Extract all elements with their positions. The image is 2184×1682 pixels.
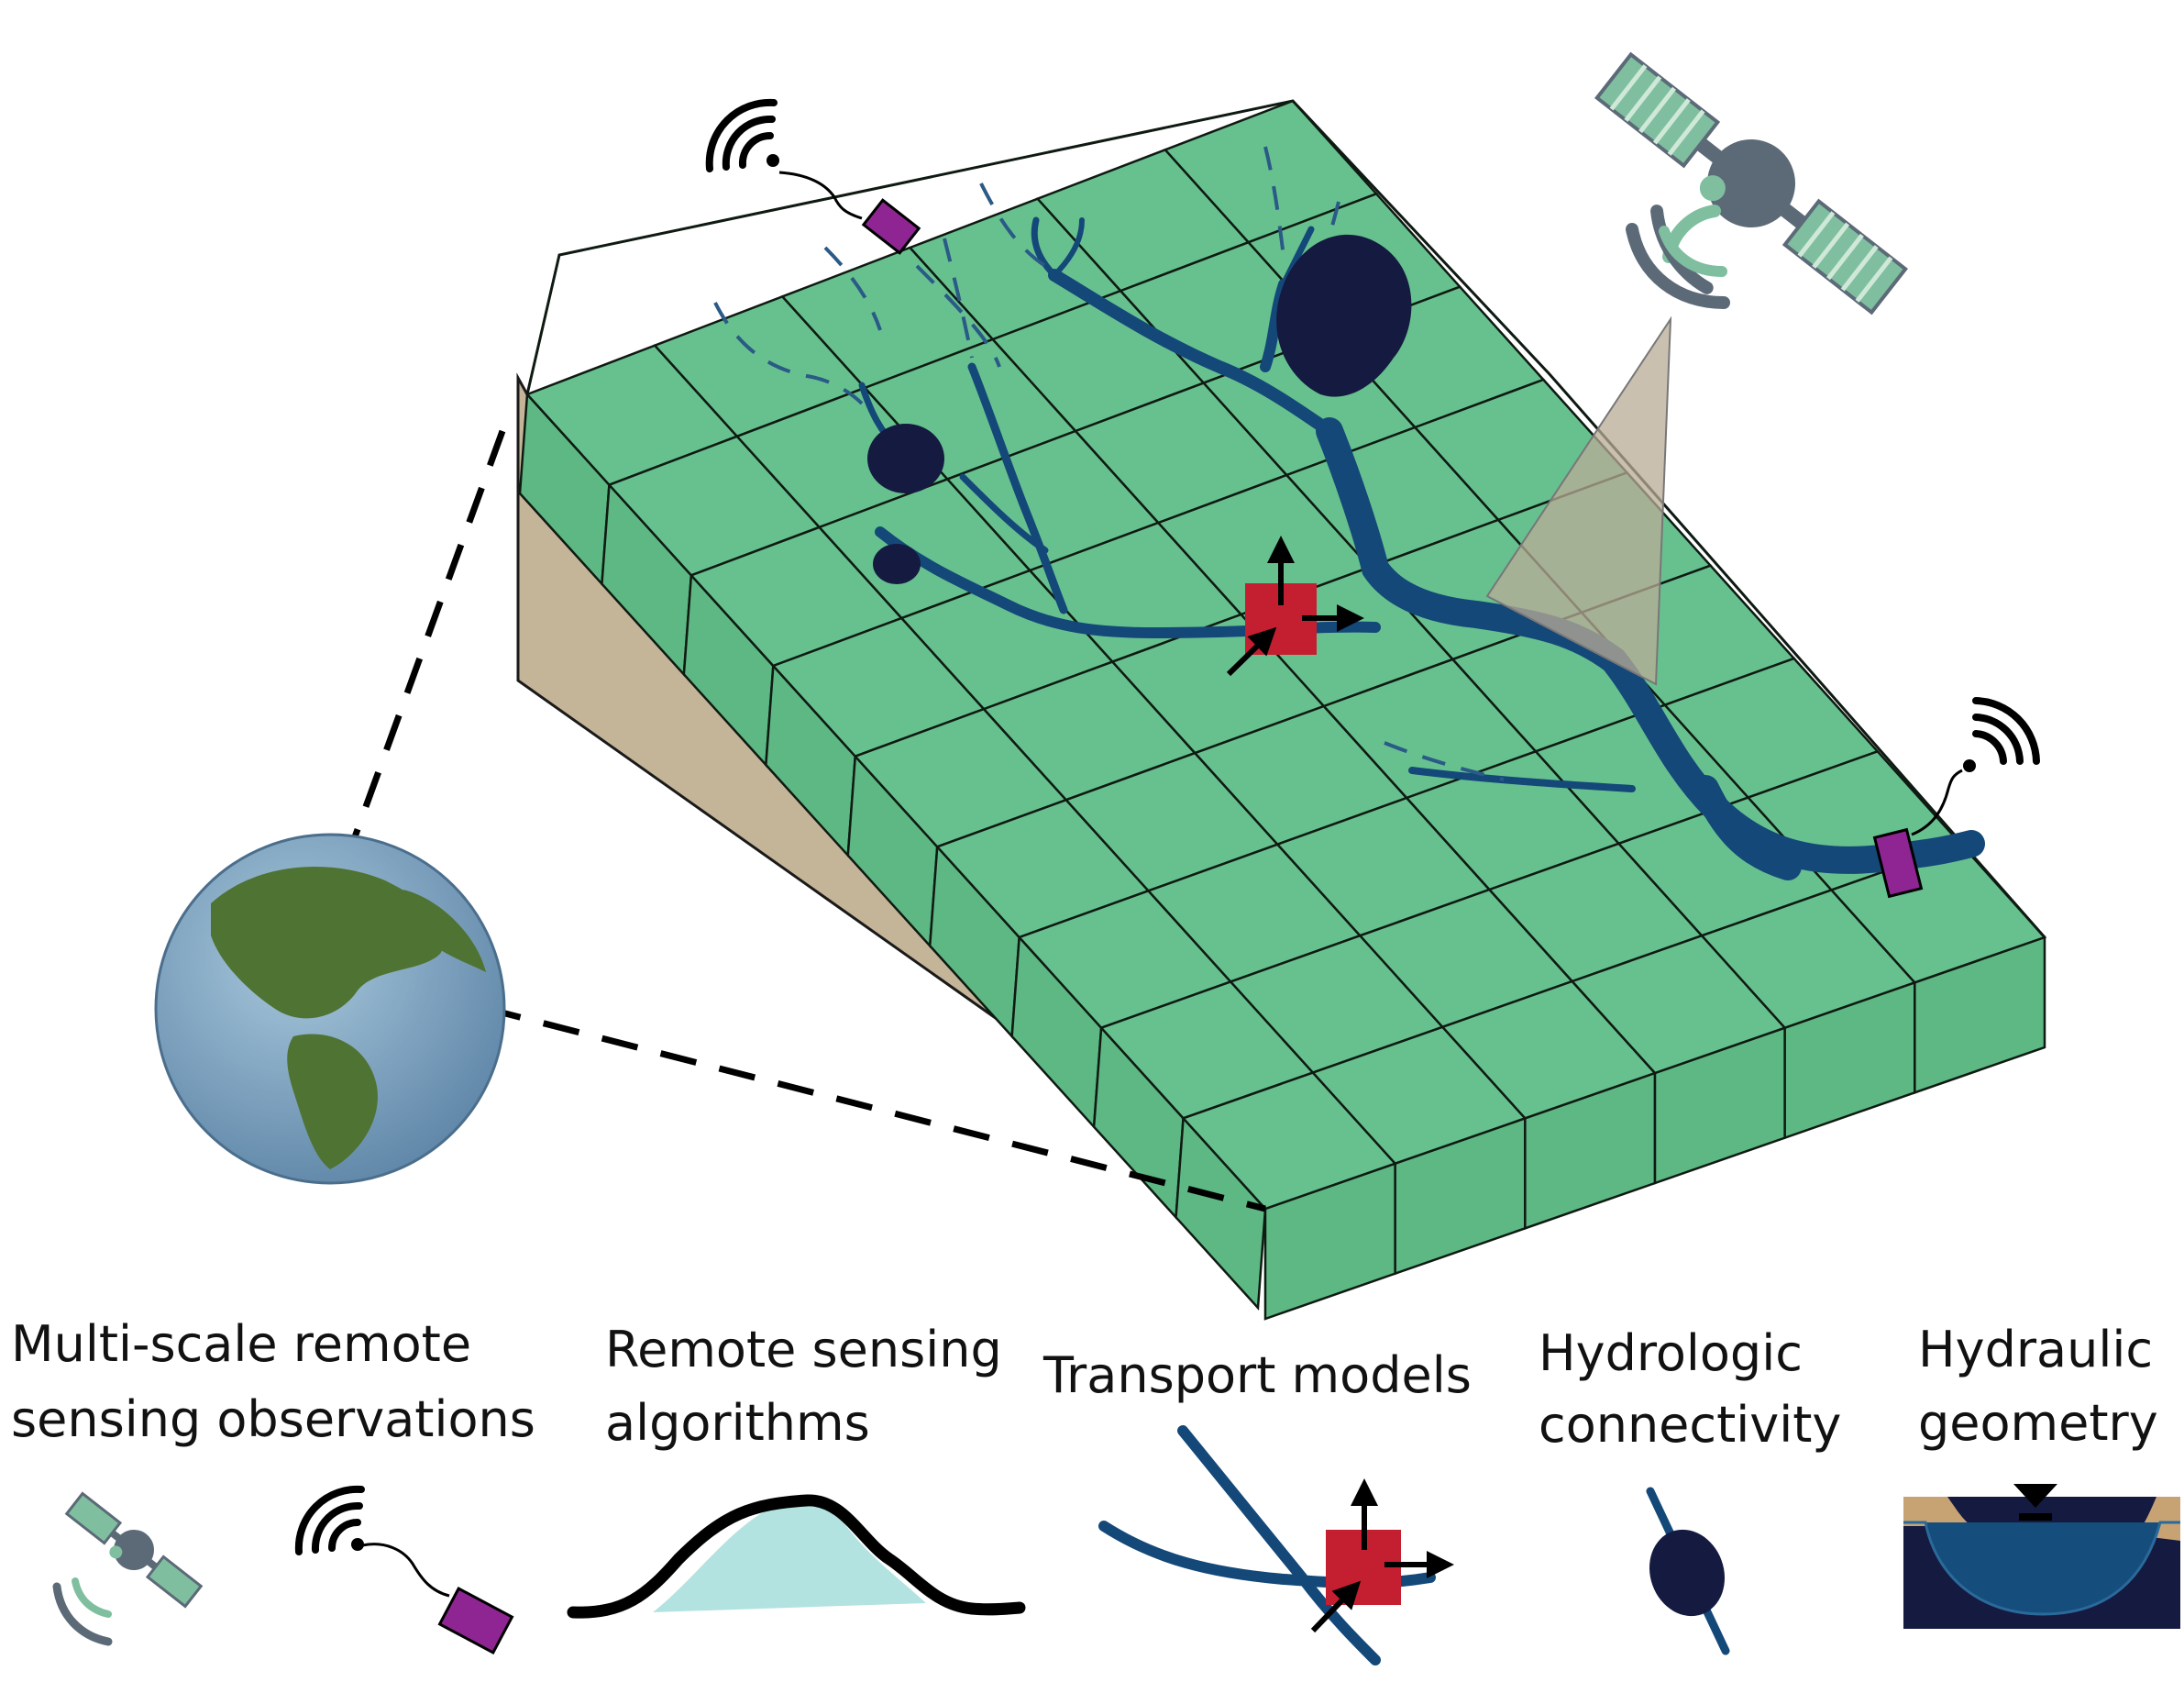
- signal-waves-icon: [1972, 697, 2040, 765]
- ground-sensor-icon: [767, 154, 921, 255]
- transport-model-icon: [1098, 1425, 1454, 1665]
- legend-label-geometry-line1: Hydraulic: [1918, 1321, 2153, 1378]
- globe-icon: [154, 833, 506, 1185]
- legend-label-multi-scale-line2: sensing observations: [11, 1390, 535, 1448]
- zoom-lines: [305, 429, 1266, 1212]
- grid-front-faces: [518, 392, 2046, 1321]
- legend-label-geometry-line2: geometry: [1918, 1394, 2158, 1452]
- legend-label-algorithms-line1: Remote sensing: [605, 1321, 1002, 1378]
- grid-cells: [524, 99, 2047, 1211]
- control-volume-icon: [1310, 1478, 1454, 1633]
- legend-label-multi-scale-line1: Multi-scale remote: [11, 1315, 471, 1373]
- legend-label-connectivity-line2: connectivity: [1539, 1396, 1841, 1454]
- satellite-footprint: [1485, 315, 1672, 686]
- legend-label-transport: Transport models: [1042, 1346, 1472, 1404]
- water-level-marker-icon: [2013, 1484, 2057, 1521]
- satellite-icon: [64, 1491, 204, 1609]
- ground-sensor-icon: [351, 1538, 514, 1654]
- signal-waves-icon: [705, 98, 778, 172]
- hydrograph-icon: [567, 1494, 1026, 1619]
- ground-sensor-icon: [1872, 759, 1976, 899]
- lake-node-icon: [867, 424, 944, 493]
- lake-node-icon: [1646, 1487, 1730, 1655]
- legend-label-algorithms-line2: algorithms: [605, 1394, 870, 1452]
- headwater-channels: [713, 146, 1505, 781]
- signal-waves-icon: [294, 1485, 365, 1555]
- satellite-icon: [1594, 51, 1908, 315]
- lake-node-icon: [873, 544, 921, 584]
- legend-label-connectivity-line1: Hydrologic: [1539, 1324, 1803, 1382]
- control-volume-icon: [1226, 536, 1364, 677]
- lake-node-icon: [1276, 234, 1412, 397]
- grid-top-edge: [525, 99, 2046, 938]
- signal-waves-icon: [52, 1582, 113, 1646]
